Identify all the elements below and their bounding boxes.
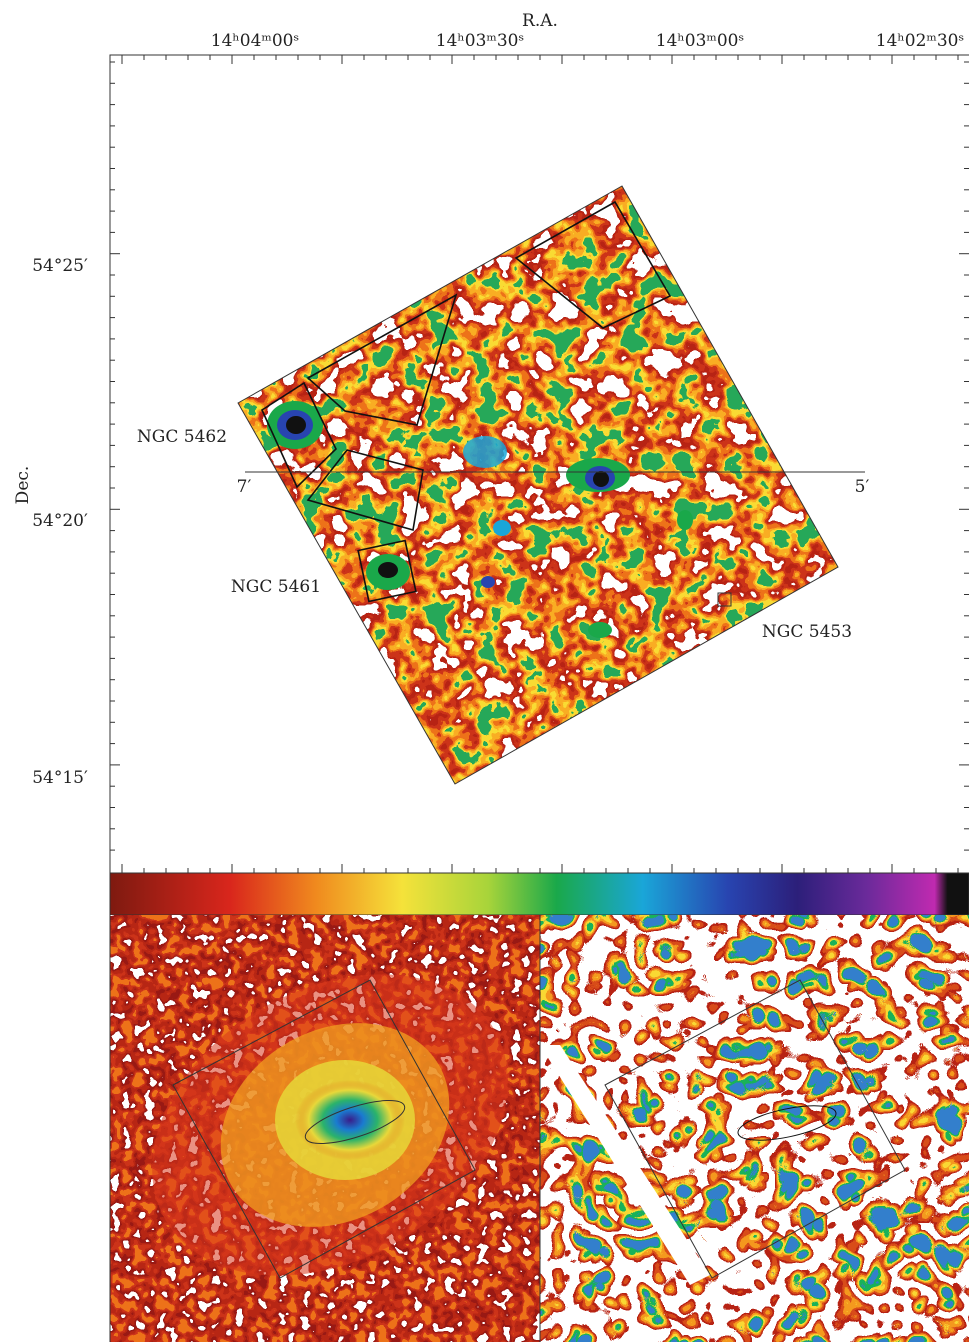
offset-tick-label: 5′	[855, 477, 870, 497]
figure: R.A. Dec. 14ʰ04ᵐ00ˢ 14ʰ03ᵐ30ˢ 14ʰ03ᵐ00ˢ …	[0, 0, 969, 1342]
bottom-left-panel	[98, 913, 562, 1342]
ra-tick-label: 14ʰ03ᵐ30ˢ	[436, 31, 524, 51]
dec-tick-label: 54°15′	[32, 768, 88, 788]
ra-tick-label: 14ʰ04ᵐ00ˢ	[211, 31, 299, 51]
object-label: NGC 5461	[231, 577, 321, 597]
dec-tick-label: 54°20′	[32, 511, 88, 531]
colorbar	[110, 873, 969, 915]
dec-tick-label: 54°25′	[32, 256, 88, 276]
object-label: NGC 5462	[137, 427, 227, 447]
y-axis-title: Dec.	[13, 466, 33, 505]
ra-tick-label: 14ʰ02ᵐ30ˢ	[876, 31, 964, 51]
ra-tick-label: 14ʰ03ᵐ00ˢ	[656, 31, 744, 51]
page: R.A. Dec. 14ʰ04ᵐ00ˢ 14ʰ03ᵐ30ˢ 14ʰ03ᵐ00ˢ …	[0, 0, 969, 1342]
x-axis-title: R.A.	[522, 11, 558, 31]
offset-tick-label: 7′	[237, 477, 252, 497]
object-label: NGC 5453	[762, 622, 852, 642]
bottom-right-panel	[540, 915, 969, 1342]
